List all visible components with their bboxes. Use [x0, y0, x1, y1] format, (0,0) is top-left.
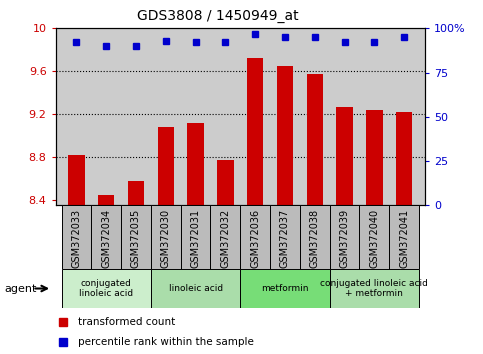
- Bar: [151, 269, 241, 308]
- Text: agent: agent: [5, 284, 37, 293]
- Bar: [121, 205, 151, 269]
- Bar: [366, 110, 383, 205]
- Text: linoleic acid: linoleic acid: [169, 284, 223, 293]
- Text: GSM372030: GSM372030: [161, 209, 171, 268]
- Bar: [336, 107, 353, 205]
- Text: GSM372039: GSM372039: [340, 209, 350, 268]
- Text: GSM372041: GSM372041: [399, 209, 409, 268]
- Bar: [187, 123, 204, 205]
- Text: GSM372033: GSM372033: [71, 209, 82, 268]
- Bar: [307, 74, 323, 205]
- Bar: [151, 205, 181, 269]
- Bar: [330, 269, 419, 308]
- Bar: [91, 205, 121, 269]
- Bar: [61, 205, 91, 269]
- Bar: [68, 155, 85, 205]
- Text: GSM372036: GSM372036: [250, 209, 260, 268]
- Bar: [241, 269, 330, 308]
- Bar: [270, 205, 300, 269]
- Bar: [277, 66, 293, 205]
- Text: metformin: metformin: [261, 284, 309, 293]
- Bar: [247, 58, 263, 205]
- Text: GSM372032: GSM372032: [220, 209, 230, 268]
- Bar: [61, 269, 151, 308]
- Bar: [300, 205, 330, 269]
- Text: GSM372035: GSM372035: [131, 209, 141, 268]
- Bar: [128, 181, 144, 205]
- Bar: [389, 205, 419, 269]
- Text: percentile rank within the sample: percentile rank within the sample: [78, 337, 254, 347]
- Text: transformed count: transformed count: [78, 318, 175, 327]
- Text: conjugated
linoleic acid: conjugated linoleic acid: [79, 279, 133, 298]
- Text: conjugated linoleic acid
+ metformin: conjugated linoleic acid + metformin: [320, 279, 428, 298]
- Text: GSM372031: GSM372031: [191, 209, 200, 268]
- Bar: [181, 205, 211, 269]
- Bar: [241, 205, 270, 269]
- Bar: [330, 205, 359, 269]
- Text: GSM372038: GSM372038: [310, 209, 320, 268]
- Text: GSM372040: GSM372040: [369, 209, 379, 268]
- Bar: [157, 127, 174, 205]
- Bar: [396, 112, 412, 205]
- Bar: [98, 195, 114, 205]
- Text: GSM372034: GSM372034: [101, 209, 111, 268]
- Bar: [359, 205, 389, 269]
- Bar: [211, 205, 241, 269]
- Bar: [217, 160, 234, 205]
- Text: GSM372037: GSM372037: [280, 209, 290, 268]
- Text: GDS3808 / 1450949_at: GDS3808 / 1450949_at: [137, 9, 298, 23]
